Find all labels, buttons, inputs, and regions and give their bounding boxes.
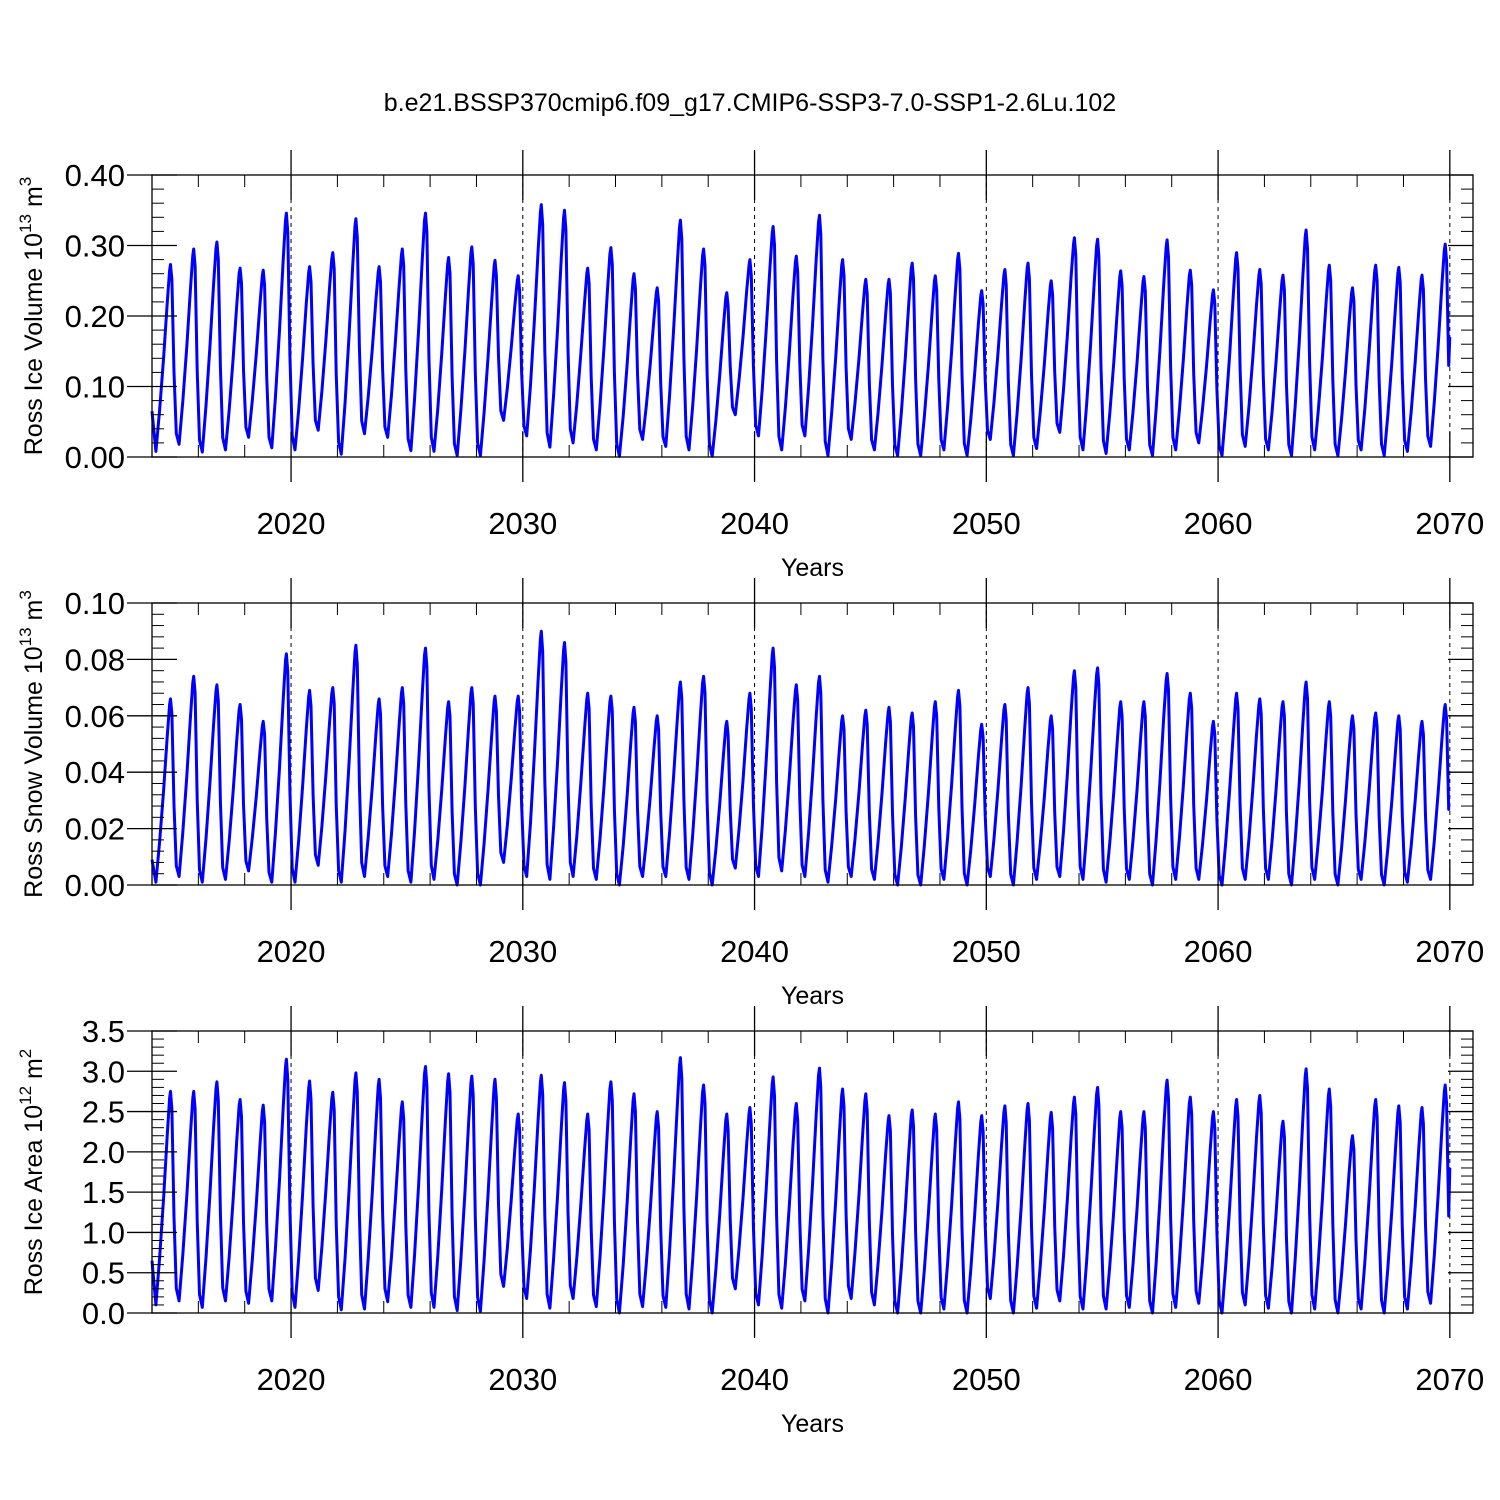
x-tick-label: 2030: [488, 506, 557, 541]
x-tick-label: 2060: [1184, 934, 1253, 969]
y-axis-label-unit-exponent: 3: [16, 590, 35, 599]
y-axis-label-main: Ross Ice Area 10: [20, 1105, 48, 1295]
x-tick-label: 2050: [952, 934, 1021, 969]
y-tick-label: 0.30: [65, 229, 125, 264]
chart-panel-3: 0.0 0.5 1.0 1.5 2.0 2.5 3.0 3.5 2020 2030 2040 2050…: [16, 1006, 1484, 1438]
y-tick-label: 0.40: [65, 158, 125, 193]
x-axis-label: Years: [781, 554, 844, 582]
y-tick-label: 1.0: [82, 1215, 125, 1250]
y-axis-label-unit: m: [20, 1058, 48, 1086]
plot-frame: [151, 602, 1474, 886]
x-tick-label: 2020: [257, 934, 326, 969]
y-tick-label: 0.08: [65, 642, 125, 677]
y-tick-label: 0.00: [65, 868, 125, 903]
y-tick-label: 0.06: [65, 699, 125, 734]
data-line-ross-ice-volume: [150, 203, 1452, 458]
x-tick-label: 2050: [952, 1362, 1021, 1397]
x-tick-label: 2070: [1415, 934, 1484, 969]
x-tick-label: 2040: [720, 934, 789, 969]
y-tick-label: 3.5: [82, 1014, 125, 1049]
x-tick-label: 2040: [720, 506, 789, 541]
x-tick-label: 2050: [952, 506, 1021, 541]
y-tick-label: 0.0: [82, 1296, 125, 1331]
x-tick-label: 2020: [257, 1362, 326, 1397]
y-axis-label-exponent: 13: [16, 627, 35, 646]
y-axis-label-unit: m: [20, 186, 48, 214]
y-axis-label-unit-exponent: 2: [16, 1049, 35, 1058]
y-axis-label-main: Ross Ice Volume 10: [20, 233, 48, 455]
y-tick-label: 0.5: [82, 1256, 125, 1291]
data-line-ross-ice-area: [150, 1056, 1452, 1315]
y-tick-label: 2.5: [82, 1095, 125, 1130]
data-line-ross-snow-volume: [150, 629, 1451, 887]
x-tick-label: 2070: [1415, 506, 1484, 541]
y-tick-label: 0.04: [65, 755, 125, 790]
x-axis-label: Years: [781, 1410, 844, 1438]
y-axis-label-main: Ross Snow Volume 10: [20, 646, 48, 898]
plot-frame: [151, 1030, 1474, 1314]
y-axis-label-exponent: 12: [16, 1086, 35, 1105]
y-tick-label: 3.0: [82, 1054, 125, 1089]
y-axis-label: Ross Ice Area 1012 m2: [16, 1049, 48, 1296]
y-tick-label: 0.02: [65, 812, 125, 847]
y-axis-label-unit-exponent: 3: [16, 177, 35, 186]
y-tick-label: 0.20: [65, 299, 125, 334]
y-tick-label: 0.10: [65, 586, 125, 621]
y-tick-label: 0.00: [65, 440, 125, 475]
x-tick-label: 2040: [720, 1362, 789, 1397]
x-axis-label: Years: [781, 982, 844, 1010]
y-tick-label: 2.0: [82, 1135, 125, 1170]
panels: 0.00 0.10 0.20 0.30 0.40 2020 2030 2040 2050 2060…: [16, 150, 1484, 1438]
x-tick-label: 2060: [1184, 506, 1253, 541]
x-tick-label: 2030: [488, 1362, 557, 1397]
chart-panel-2: 0.00 0.02 0.04 0.06 0.08 0.10 2020 2030 2040 2050…: [16, 578, 1484, 1010]
y-axis-label-exponent: 13: [16, 214, 35, 233]
y-tick-label: 1.5: [82, 1175, 125, 1210]
x-tick-label: 2060: [1184, 1362, 1253, 1397]
y-axis-label-unit: m: [20, 600, 48, 628]
y-axis-label: Ross Snow Volume 1013 m3: [16, 590, 48, 898]
x-tick-label: 2020: [257, 506, 326, 541]
y-axis-label: Ross Ice Volume 1013 m3: [16, 177, 48, 456]
chart-panel-1: 0.00 0.10 0.20 0.30 0.40 2020 2030 2040 2050 2060…: [16, 150, 1484, 582]
y-tick-label: 0.10: [65, 370, 125, 405]
figure-title: b.e21.BSSP370cmip6.f09_g17.CMIP6-SSP3-7.…: [384, 89, 1116, 117]
x-tick-label: 2070: [1415, 1362, 1484, 1397]
x-tick-label: 2030: [488, 934, 557, 969]
